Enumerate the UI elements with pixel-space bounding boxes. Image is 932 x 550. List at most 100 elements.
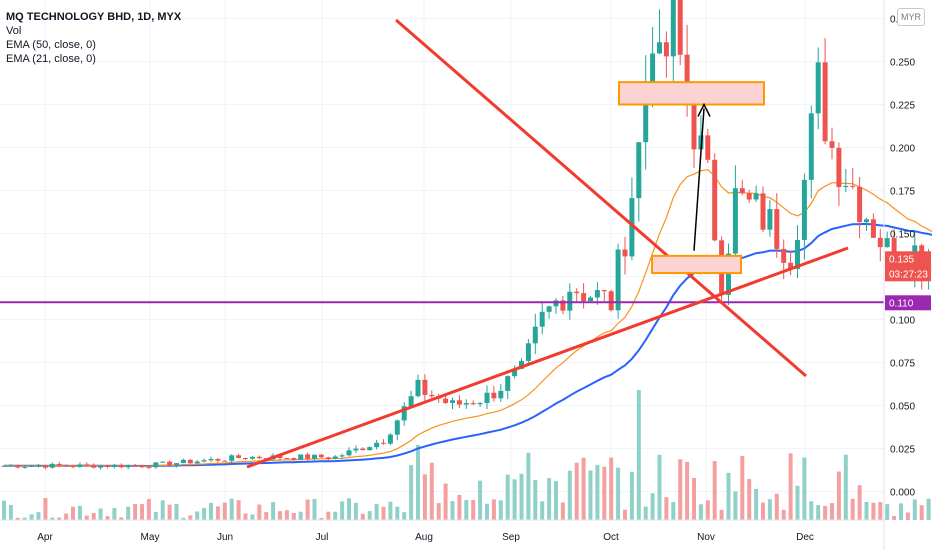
volume-bar — [899, 503, 903, 520]
volume-bar — [64, 513, 69, 520]
candle-body — [677, 0, 683, 55]
volume-bar — [57, 517, 62, 520]
candle-body — [484, 392, 490, 404]
candle-body — [622, 249, 628, 257]
candle-body — [864, 219, 869, 223]
volume-bar — [353, 502, 358, 520]
volume-bar — [229, 498, 234, 520]
time-axis[interactable]: Apr May Jun Jul Aug Sep Oct Nov Dec — [0, 519, 884, 543]
price-tick-label: 0.075 — [890, 359, 915, 370]
volume-bar — [595, 464, 600, 520]
candle-body — [291, 458, 297, 460]
volume-bar — [892, 516, 897, 520]
volume-bar — [650, 493, 655, 520]
volume-bar — [609, 457, 614, 520]
volume-bar — [547, 478, 552, 520]
volume-bar — [36, 512, 41, 520]
volume-bar — [498, 500, 503, 520]
candle-body — [884, 238, 890, 248]
candle-body — [1, 465, 7, 467]
candle-body — [650, 53, 656, 88]
candle-body — [822, 62, 828, 142]
candle-body — [732, 188, 738, 254]
volume-bar — [2, 500, 6, 520]
descending-trendline — [395, 18, 807, 378]
ema21-legend[interactable]: EMA (21, close, 0) — [6, 53, 96, 65]
volume-bar — [754, 488, 759, 520]
candle-body — [146, 467, 152, 469]
volume-bar — [436, 503, 441, 520]
volume-bar — [836, 471, 841, 520]
volume-bar — [181, 517, 186, 520]
volume-bar — [8, 504, 13, 520]
ema50-legend[interactable]: EMA (50, close, 0) — [6, 39, 96, 51]
volume-bar — [692, 477, 696, 520]
volume-bar — [250, 514, 255, 520]
volume-bar — [602, 466, 607, 520]
volume-bar — [215, 506, 220, 520]
volume-bar — [871, 502, 876, 520]
candle-body — [767, 209, 773, 230]
candle-body — [663, 42, 669, 57]
candle-body — [8, 465, 14, 467]
time-tick-label: Oct — [603, 532, 619, 543]
candle-body — [615, 249, 621, 311]
candle-body — [15, 465, 21, 468]
volume-bar — [802, 457, 807, 520]
volume-bar — [471, 499, 476, 520]
volume-bar — [291, 513, 296, 520]
volume-bar — [719, 509, 724, 520]
candle-body — [450, 400, 455, 404]
volume-bar — [284, 510, 289, 520]
volume-bar — [133, 503, 138, 520]
volume-bar — [464, 500, 469, 520]
candle-body — [815, 62, 821, 114]
time-tick-label: May — [141, 532, 160, 543]
volume-bar — [554, 481, 558, 520]
candle-body — [84, 464, 90, 466]
volume-bar — [588, 470, 593, 520]
price-axis[interactable]: 0.3250.3000.2750.2500.2250.2000.1750.150… — [883, 0, 931, 550]
symbol-title[interactable]: MQ TECHNOLOGY BHD, 1D, MYX — [6, 11, 182, 23]
volume-bar — [236, 500, 241, 520]
volume-bar — [264, 512, 269, 520]
candle-body — [236, 455, 242, 459]
candle-body — [277, 455, 283, 459]
volume-bar — [105, 516, 110, 520]
candle-body — [739, 188, 745, 194]
time-tick-label: Apr — [37, 532, 53, 543]
candle-body — [215, 458, 221, 461]
candle-body — [753, 193, 759, 200]
candle-body — [29, 465, 35, 467]
volume-bar — [864, 501, 869, 520]
candle-body — [77, 464, 83, 467]
candle-body — [601, 290, 607, 292]
candle-body — [125, 465, 131, 468]
volume-bars — [2, 390, 931, 520]
volume-bar — [726, 472, 731, 520]
volume-bar — [478, 480, 483, 520]
support-price-label: 0.110 — [889, 298, 914, 309]
volume-bar — [174, 503, 179, 520]
volume-legend[interactable]: Vol — [6, 25, 22, 37]
candle-body — [505, 376, 511, 391]
price-tick-label: 0.200 — [890, 144, 915, 155]
ascending-trendline — [246, 246, 849, 469]
volume-bar — [71, 506, 75, 520]
candle-body — [105, 465, 110, 467]
candle-body — [298, 454, 304, 460]
volume-bar — [733, 491, 738, 520]
candle-body — [208, 458, 214, 461]
candle-body — [174, 463, 179, 466]
volume-bar — [912, 499, 917, 520]
volume-bar — [816, 505, 821, 520]
currency-button[interactable]: MYR — [897, 8, 925, 26]
candle-body — [788, 262, 794, 269]
candle-body — [857, 186, 863, 223]
countdown-label: 03:27:23 — [889, 269, 928, 280]
volume-bar — [774, 493, 779, 520]
candle-body — [318, 454, 324, 458]
candle-body — [726, 253, 731, 295]
candle-body — [629, 198, 635, 257]
